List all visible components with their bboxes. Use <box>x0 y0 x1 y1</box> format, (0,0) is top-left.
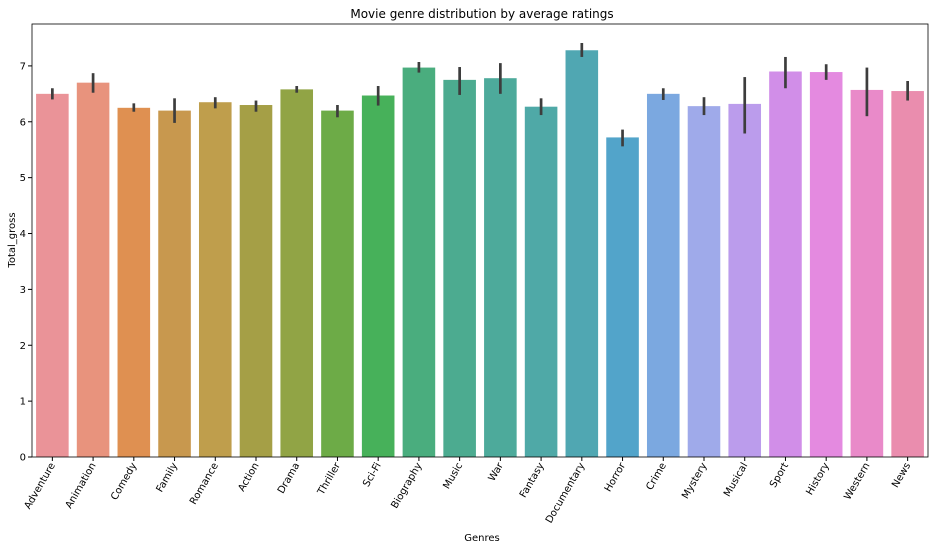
plot-area: Adventure Animation Comedy Family Romance Act… <box>20 23 929 525</box>
x-tick-label: Action <box>236 461 261 494</box>
y-tick-label: 5 <box>20 173 26 184</box>
bar-sport <box>769 71 802 457</box>
bar-documentary <box>565 50 599 458</box>
bar-biography <box>402 67 436 458</box>
bar-crime <box>646 93 680 457</box>
x-tick-label: Crime <box>644 461 668 492</box>
bar-drama <box>280 89 314 458</box>
y-axis-label: Total_gross <box>7 212 18 268</box>
x-tick-label: News <box>890 461 913 490</box>
x-tick-label: Sport <box>768 461 791 490</box>
chart-title: Movie genre distribution by average rati… <box>350 7 613 21</box>
bar-thriller <box>321 110 354 457</box>
bar-animation <box>76 82 110 457</box>
y-tick-label: 4 <box>20 229 26 240</box>
bar-fantasy <box>524 106 558 458</box>
bar-music <box>443 79 476 457</box>
x-tick-label: Documentary <box>544 461 588 525</box>
y-tick-label: 1 <box>20 397 26 408</box>
x-tick-label: Fantasy <box>518 461 547 500</box>
bar-war <box>484 78 517 458</box>
x-tick-label: Sci-Fi <box>361 461 384 489</box>
x-tick-label: Mystery <box>680 461 709 501</box>
bar-romance <box>198 102 232 457</box>
x-tick-label: Western <box>842 461 872 502</box>
bar-mystery <box>687 106 721 458</box>
y-tick-label: 7 <box>20 61 26 72</box>
bar-news <box>891 91 924 457</box>
y-tick-label: 0 <box>20 453 26 464</box>
bar-horror <box>606 137 639 457</box>
x-tick-label: Music <box>441 461 465 491</box>
x-tick-label: Comedy <box>109 461 139 502</box>
x-tick-label: Thriller <box>315 460 343 498</box>
bar-musical <box>728 103 762 458</box>
bar-western <box>850 89 884 458</box>
y-tick-label: 3 <box>20 285 26 296</box>
x-tick-label: Horror <box>603 460 629 494</box>
x-tick-label: Biography <box>390 461 425 511</box>
bar-history <box>809 72 843 457</box>
bar-comedy <box>117 107 151 457</box>
x-tick-label: Romance <box>188 461 221 507</box>
x-tick-label: Musical <box>722 461 750 499</box>
y-tick-label: 6 <box>20 117 26 128</box>
bar-adventure <box>36 93 69 457</box>
x-tick-label: History <box>804 461 831 497</box>
x-axis-label: Genres <box>464 533 500 544</box>
bar-action <box>239 105 273 457</box>
bar-family <box>158 110 191 457</box>
x-tick-label: War <box>487 460 507 483</box>
bar-sci-fi <box>361 95 395 458</box>
x-tick-label: Drama <box>276 461 302 496</box>
y-tick-label: 2 <box>20 341 26 352</box>
x-tick-label: Adventure <box>23 461 58 511</box>
x-tick-label: Family <box>155 461 181 494</box>
x-tick-label: Animation <box>64 461 99 511</box>
plot-frame <box>31 23 929 458</box>
